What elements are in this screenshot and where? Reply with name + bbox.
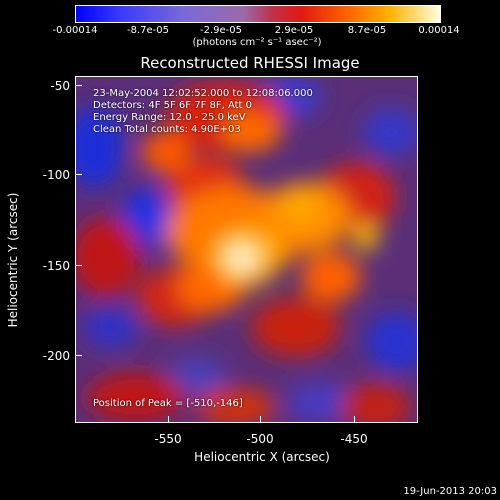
x-axis-title: Heliocentric X (arcsec) bbox=[194, 450, 330, 464]
y-tick-label: -100 bbox=[42, 168, 70, 182]
x-tick-mark bbox=[260, 416, 261, 423]
energy-annotation: Energy Range: 12.0 - 25.0 keV bbox=[93, 112, 246, 123]
heatmap-image bbox=[76, 77, 417, 422]
y-tick-label: -150 bbox=[42, 259, 70, 273]
y-tick-mark bbox=[75, 85, 82, 86]
x-tick-label: -450 bbox=[340, 432, 368, 446]
y-tick-mark bbox=[75, 174, 82, 175]
colorbar-tick: 0.00014 bbox=[418, 25, 460, 36]
colorbar-units: (photons cm⁻² s⁻¹ asec⁻²) bbox=[192, 37, 322, 48]
peak-annotation: Position of Peak = [-510,-146] bbox=[93, 398, 243, 409]
y-tick-label: -50 bbox=[50, 79, 70, 93]
y-tick-mark bbox=[75, 355, 82, 356]
colorbar-tick: -2.9e-05 bbox=[200, 25, 242, 36]
x-tick-mark bbox=[354, 416, 355, 423]
colorbar bbox=[75, 5, 441, 23]
x-tick-mark bbox=[168, 416, 169, 423]
colorbar-tick: 2.9e-05 bbox=[274, 25, 314, 36]
y-axis-title: Heliocentric Y (arcsec) bbox=[6, 192, 20, 328]
detectors-annotation: Detectors: 4F 5F 6F 7F 8F, Att 0 bbox=[93, 100, 253, 111]
y-tick-label: -200 bbox=[42, 349, 70, 363]
x-tick-label: -500 bbox=[246, 432, 274, 446]
colorbar-tick: 8.7e-05 bbox=[347, 25, 387, 36]
x-tick-label: -550 bbox=[154, 432, 182, 446]
plot-area bbox=[75, 76, 418, 423]
colorbar-tick: -8.7e-05 bbox=[127, 25, 169, 36]
colorbar-tick: -0.00014 bbox=[52, 25, 98, 36]
obs-time-annotation: 23-May-2004 12:02:52.000 to 12:08:06.000 bbox=[93, 88, 313, 99]
y-tick-mark bbox=[75, 265, 82, 266]
footer-date: 19-Jun-2013 20:03 bbox=[403, 486, 497, 497]
clean-annotation: Clean Total counts: 4.90E+03 bbox=[93, 124, 241, 135]
chart-title: Reconstructed RHESSI Image bbox=[140, 54, 360, 72]
